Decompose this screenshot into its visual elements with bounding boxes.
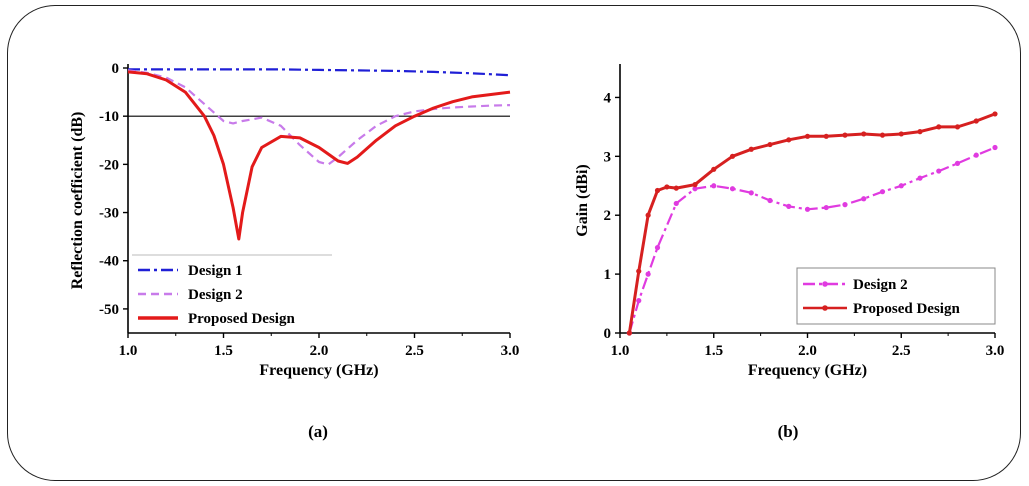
chart-b-series-proposed-design-point — [823, 133, 829, 139]
chart-b-y-tick-label: 1 — [604, 267, 612, 283]
chart-a-x-tick-label: 1.0 — [119, 343, 138, 359]
chart-b-series-design-2-point — [954, 160, 961, 166]
chart-b-series-proposed-design-point — [786, 137, 792, 143]
chart-b-x-tick-label: 3.0 — [986, 343, 1005, 359]
chart-b-series-proposed-design-point — [973, 118, 979, 124]
chart-a-caption: (a) — [308, 422, 328, 441]
chart-b-series-proposed-design-point — [692, 182, 698, 188]
chart-b-x-tick-label: 2.0 — [798, 343, 817, 359]
chart-b-x-axis-label: Frequency (GHz) — [748, 362, 867, 379]
chart-b-series-proposed-design-point — [936, 124, 942, 130]
chart-b-y-tick-label: 0 — [604, 326, 612, 342]
chart-b-series-proposed-design-point — [767, 141, 773, 148]
chart-b-series-proposed-design-point — [664, 184, 670, 190]
chart-b-series-design-2-point — [645, 271, 651, 277]
chart-b-series-design-2-point — [729, 186, 736, 192]
chart-a-y-tick-label: 0 — [112, 61, 120, 77]
chart-b-series-proposed-design-point — [804, 133, 811, 139]
chart-a-x-tick-label: 2.0 — [310, 343, 329, 359]
chart-a-x-tick-label: 3.0 — [501, 343, 520, 359]
chart-a-legend-label: Design 2 — [188, 287, 243, 303]
chart-b-caption: (b) — [778, 422, 799, 441]
chart-a-legend-label: Proposed Design — [188, 311, 295, 327]
chart-b-y-tick-label: 3 — [604, 149, 612, 165]
chart-b-series-proposed-design-point — [729, 153, 736, 159]
chart-b-series-proposed-design-point — [954, 124, 961, 130]
chart-b-legend-label: Proposed Design — [853, 301, 960, 317]
chart-b-series-proposed-design-point — [636, 268, 642, 274]
chart-a-legend-label: Design 1 — [188, 263, 243, 279]
chart-b-legend-marker — [822, 305, 828, 311]
chart-b-legend-marker — [822, 281, 828, 287]
chart-b-series-proposed-design-point — [879, 132, 886, 138]
chart-b-legend-label: Design 2 — [853, 277, 908, 293]
chart-b-x-tick-label: 1.0 — [611, 343, 630, 359]
chart-b-series-design-2-point — [917, 175, 923, 181]
chart-a-series-design-2-line — [127, 69, 511, 166]
chart-a-series-design-1-line — [128, 68, 511, 77]
chart-a-y-tick-label: -30 — [99, 206, 119, 222]
chart-b-series-design-2-point — [767, 197, 773, 204]
chart-b-series-design-2-point — [711, 183, 717, 189]
chart-b-series-design-2-point — [654, 245, 661, 251]
chart-b-series-proposed-design-point — [842, 132, 848, 138]
chart-b-y-tick-label: 2 — [604, 208, 612, 224]
chart-b-series-proposed-design-point — [654, 187, 661, 194]
chart-a-y-tick-label: -40 — [99, 254, 119, 270]
chart-b-series-proposed-design-point — [748, 146, 754, 152]
chart-b-series-proposed-design-point — [645, 212, 651, 218]
chart-b-series-design-2-point — [804, 206, 811, 212]
chart-b-series-proposed-design-point — [673, 185, 679, 191]
chart-a-y-axis-label: Reflection coefficient (dB) — [69, 112, 86, 290]
chart-b-y-tick-label: 4 — [604, 90, 612, 106]
chart-b-series-design-2-point — [992, 144, 998, 151]
chart-a-series-proposed-design-line — [127, 70, 511, 241]
chart-b-series-design-2-point — [861, 196, 867, 202]
chart-b-series-design-2-point — [973, 152, 979, 158]
chart-b-series-design-2-point — [636, 298, 642, 304]
chart-a-y-tick-label: -20 — [99, 157, 119, 173]
chart-b-series-design-2-point — [823, 204, 829, 211]
chart-b-legend-box — [796, 267, 996, 325]
chart-b-series-design-2-point — [842, 202, 848, 208]
chart-a-x-tick-label: 1.5 — [214, 343, 233, 359]
chart-b-x-tick-label: 1.5 — [704, 343, 723, 359]
chart-a-y-tick-label: -50 — [99, 302, 119, 318]
chart-b-series-proposed-design-point — [626, 330, 632, 336]
chart-b-series-design-2-point — [898, 183, 904, 189]
chart-b-series-proposed-design-point — [898, 131, 904, 137]
chart-a-y-tick-label: -10 — [99, 109, 119, 125]
chart-b-y-axis-label: Gain (dBi) — [574, 164, 591, 236]
chart-b-series-proposed-design-point — [861, 131, 867, 137]
figure-frame — [7, 5, 1021, 481]
chart-b-series-design-2-point — [692, 186, 698, 192]
chart-b-series-proposed-design-point — [917, 129, 923, 135]
chart-a-x-tick-label: 2.5 — [405, 343, 424, 359]
chart-b-series-design-2-point — [748, 190, 754, 196]
chart-b-x-tick-label: 2.5 — [892, 343, 911, 359]
chart-b-series-design-2-point — [936, 168, 942, 174]
chart-b-series-proposed-design-point — [711, 166, 717, 172]
chart-b-series-proposed-design-point — [992, 111, 998, 117]
chart-b-series-design-2-point — [786, 203, 792, 209]
chart-b-series-design-2-point — [879, 189, 886, 195]
chart-a-x-axis-label: Frequency (GHz) — [259, 362, 378, 379]
chart-b-series-design-2-point — [673, 200, 679, 207]
